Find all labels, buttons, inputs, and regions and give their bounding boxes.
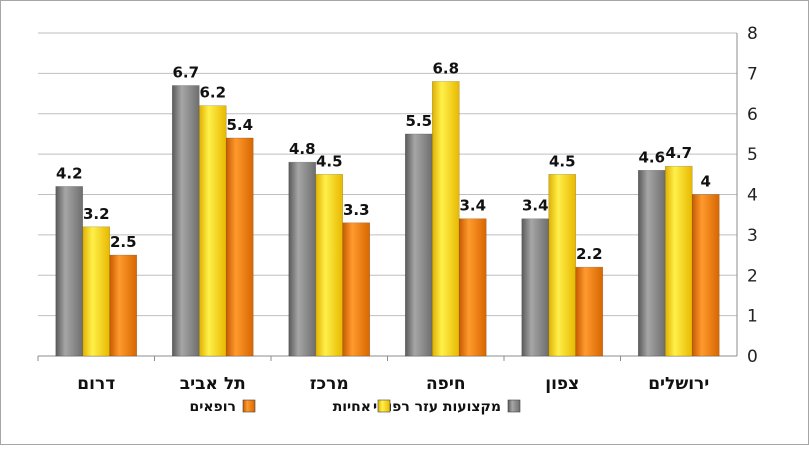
bar bbox=[288, 161, 317, 357]
bar bbox=[342, 222, 371, 357]
bar bbox=[55, 186, 84, 357]
data-label: 4 bbox=[701, 173, 711, 191]
bar bbox=[431, 81, 460, 357]
category-label: מרכז bbox=[310, 374, 349, 394]
data-label: 2.5 bbox=[110, 233, 137, 251]
category-label: צפון bbox=[545, 374, 579, 394]
data-label: 4.5 bbox=[549, 152, 576, 170]
bar bbox=[637, 169, 666, 357]
data-label: 5.4 bbox=[226, 116, 253, 134]
bar bbox=[109, 254, 138, 357]
legend-swatch bbox=[507, 399, 521, 413]
category-label: ירושלים bbox=[648, 374, 709, 394]
bar bbox=[458, 218, 487, 357]
data-label: 6.7 bbox=[172, 63, 199, 81]
data-label: 5.5 bbox=[405, 112, 432, 130]
bar bbox=[82, 226, 111, 357]
category-label: דרום bbox=[77, 374, 115, 394]
legend-label: רופאים bbox=[189, 399, 236, 415]
bar bbox=[575, 266, 604, 357]
bar bbox=[315, 174, 344, 357]
bar bbox=[404, 133, 433, 357]
data-label: 3.4 bbox=[459, 197, 486, 215]
y-tick-label: 6 bbox=[747, 105, 758, 125]
bar bbox=[225, 137, 254, 357]
data-label: 6.8 bbox=[432, 59, 459, 77]
y-tick-label: 8 bbox=[747, 24, 758, 44]
data-label: 6.2 bbox=[199, 84, 226, 102]
bar bbox=[548, 174, 577, 357]
legend-label: מקצועות עזר רפואי bbox=[373, 399, 501, 415]
data-label: 4.5 bbox=[316, 152, 343, 170]
y-tick-label: 7 bbox=[747, 64, 758, 84]
y-tick-label: 1 bbox=[747, 307, 758, 327]
bar bbox=[521, 218, 550, 357]
data-label: 3.2 bbox=[83, 205, 110, 223]
legend-label: אחיות bbox=[333, 399, 371, 415]
data-label: 4.7 bbox=[665, 144, 692, 162]
category-label: תל אביב bbox=[180, 374, 246, 394]
data-label: 3.3 bbox=[343, 201, 370, 219]
bar bbox=[171, 85, 200, 357]
data-label: 4.6 bbox=[638, 148, 665, 166]
bar bbox=[198, 105, 227, 357]
y-tick-label: 2 bbox=[747, 266, 758, 286]
legend-swatch bbox=[377, 399, 391, 413]
data-label: 4.2 bbox=[56, 164, 83, 182]
bar bbox=[691, 194, 720, 357]
legend-swatch bbox=[242, 399, 256, 413]
y-tick-label: 0 bbox=[747, 347, 758, 367]
y-tick-label: 5 bbox=[747, 145, 758, 165]
category-label: חיפה bbox=[426, 374, 466, 394]
data-label: 3.4 bbox=[522, 197, 549, 215]
y-tick-label: 3 bbox=[747, 226, 758, 246]
data-label: 4.8 bbox=[289, 140, 316, 158]
data-label: 2.2 bbox=[576, 245, 603, 263]
y-tick-label: 4 bbox=[747, 186, 758, 206]
bar bbox=[664, 165, 693, 357]
